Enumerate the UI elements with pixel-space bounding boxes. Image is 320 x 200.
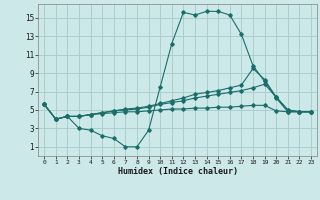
X-axis label: Humidex (Indice chaleur): Humidex (Indice chaleur) xyxy=(118,167,238,176)
